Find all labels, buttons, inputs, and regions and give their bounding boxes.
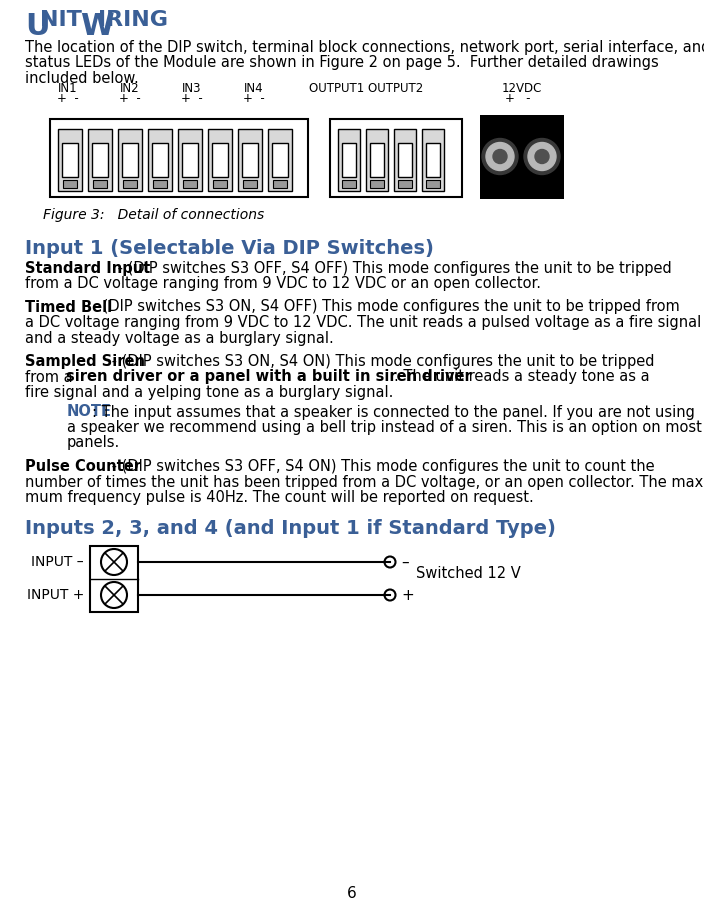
Text: INPUT +: INPUT + [27,588,84,602]
Circle shape [101,582,127,608]
Bar [242,143,258,177]
Circle shape [493,149,507,164]
Text: mum frequency pulse is 40Hz. The count will be reported on request.: mum frequency pulse is 40Hz. The count w… [25,490,534,505]
Bar [426,143,440,177]
Bar [243,179,257,188]
Bar [50,119,308,197]
Bar [370,179,384,188]
Bar [426,179,440,188]
Text: panels.: panels. [67,436,120,450]
Text: - (DIP switches S3 ON, S4 ON) This mode configures the unit to be tripped: - (DIP switches S3 ON, S4 ON) This mode … [107,354,655,369]
Circle shape [482,138,518,175]
Bar [178,128,202,190]
Bar [213,179,227,188]
Bar [152,143,168,177]
Text: - (DIP switches S3 OFF, S4 OFF) This mode configures the unit to be tripped: - (DIP switches S3 OFF, S4 OFF) This mod… [113,261,672,275]
Text: The location of the DIP switch, terminal block connections, network port, serial: The location of the DIP switch, terminal… [25,40,704,55]
Bar [268,128,292,190]
Bar [370,143,384,177]
Text: included below.: included below. [25,71,139,86]
Bar [398,179,412,188]
Text: +: + [401,587,414,602]
Text: Pulse Counter: Pulse Counter [25,459,141,474]
Text: IN4: IN4 [244,81,264,94]
Bar [272,143,288,177]
Text: IRING: IRING [98,10,168,30]
Text: +  -: + - [243,92,265,105]
Circle shape [528,143,556,170]
Text: a speaker we recommend using a bell trip instead of a siren. This is an option o: a speaker we recommend using a bell trip… [67,420,702,435]
Bar [92,143,108,177]
Text: +   -: + - [505,92,531,105]
Circle shape [524,138,560,175]
Text: NIT: NIT [40,10,82,30]
Bar [148,128,172,190]
Text: U: U [25,12,49,41]
Bar [118,128,142,190]
Text: Switched 12 V: Switched 12 V [416,566,521,581]
Text: - (DIP switches S3 ON, S4 OFF) This mode configures the unit to be tripped from: - (DIP switches S3 ON, S4 OFF) This mode… [88,299,680,315]
Bar [88,128,112,190]
Text: Sampled Siren: Sampled Siren [25,354,145,369]
Text: –: – [401,554,408,569]
Text: IN3: IN3 [182,81,202,94]
Text: - (DIP switches S3 OFF, S4 ON) This mode configures the unit to count the: - (DIP switches S3 OFF, S4 ON) This mode… [107,459,655,474]
Circle shape [535,149,549,164]
Text: number of times the unit has been tripped from a DC voltage, or an open collecto: number of times the unit has been trippe… [25,475,704,490]
Text: and a steady voltage as a burglary signal.: and a steady voltage as a burglary signa… [25,330,334,346]
Bar [480,114,564,199]
Bar [62,143,78,177]
Bar [238,128,262,190]
Text: Standard Input: Standard Input [25,261,150,275]
Circle shape [486,143,514,170]
Text: 6: 6 [347,886,357,901]
Bar [58,128,82,190]
Bar [342,143,356,177]
Text: W: W [80,12,113,41]
Circle shape [101,549,127,575]
Bar [90,545,138,611]
Text: Figure 3:   Detail of connections: Figure 3: Detail of connections [43,209,264,222]
Text: IN1: IN1 [58,81,78,94]
Bar [63,179,77,188]
Text: . The unit reads a steady tone as a: . The unit reads a steady tone as a [394,370,650,384]
Text: INPUT –: INPUT – [32,555,84,569]
Text: fire signal and a yelping tone as a burglary signal.: fire signal and a yelping tone as a burg… [25,385,394,400]
Text: NOTE: NOTE [67,404,112,419]
Text: OUTPUT1 OUTPUT2: OUTPUT1 OUTPUT2 [309,81,423,94]
Bar [338,128,360,190]
Text: Timed Bell: Timed Bell [25,299,112,315]
Bar [366,128,388,190]
Bar [122,143,138,177]
Bar [342,179,356,188]
Bar [153,179,167,188]
Bar [273,179,287,188]
Text: +  -: + - [119,92,141,105]
Bar [183,179,197,188]
Text: Inputs 2, 3, and 4 (and Input 1 if Standard Type): Inputs 2, 3, and 4 (and Input 1 if Stand… [25,520,556,539]
Bar [93,179,107,188]
Text: : The input assumes that a speaker is connected to the panel. If you are not usi: : The input assumes that a speaker is co… [92,404,695,419]
Text: IN2: IN2 [120,81,140,94]
Bar [182,143,198,177]
Bar [398,143,412,177]
Text: status LEDs of the Module are shown in Figure 2 on page 5.  Further detailed dra: status LEDs of the Module are shown in F… [25,56,659,70]
Circle shape [384,556,396,567]
Bar [212,143,228,177]
Bar [422,128,444,190]
Text: siren driver or a panel with a built in siren driver: siren driver or a panel with a built in … [66,370,472,384]
Text: Input 1 (Selectable Via DIP Switches): Input 1 (Selectable Via DIP Switches) [25,239,434,257]
Bar [123,179,137,188]
Bar [330,119,462,197]
Text: 12VDC: 12VDC [502,81,542,94]
Text: a DC voltage ranging from 9 VDC to 12 VDC. The unit reads a pulsed voltage as a : a DC voltage ranging from 9 VDC to 12 VD… [25,315,701,330]
Bar [394,128,416,190]
Text: from a: from a [25,370,77,384]
Text: from a DC voltage ranging from 9 VDC to 12 VDC or an open collector.: from a DC voltage ranging from 9 VDC to … [25,276,541,291]
Bar [208,128,232,190]
Text: +  -: + - [57,92,79,105]
Text: +  -: + - [181,92,203,105]
Circle shape [384,589,396,600]
